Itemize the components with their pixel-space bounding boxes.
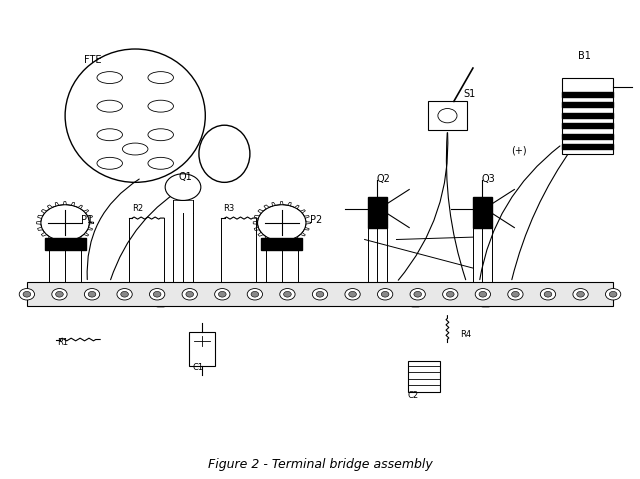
Circle shape	[165, 174, 201, 200]
Circle shape	[23, 291, 31, 297]
Circle shape	[609, 291, 617, 297]
Circle shape	[447, 291, 454, 297]
Text: C1: C1	[193, 364, 204, 373]
Ellipse shape	[122, 143, 148, 155]
Circle shape	[218, 291, 226, 297]
Ellipse shape	[97, 72, 122, 83]
Bar	[408, 361, 440, 392]
Circle shape	[378, 288, 393, 300]
Circle shape	[84, 288, 100, 300]
Bar	[562, 78, 613, 154]
Text: FTE: FTE	[84, 55, 102, 65]
Circle shape	[280, 288, 295, 300]
Circle shape	[214, 288, 230, 300]
Text: C2: C2	[408, 390, 419, 399]
Text: R1: R1	[58, 338, 68, 347]
Text: Q1: Q1	[179, 172, 192, 182]
Circle shape	[475, 288, 490, 300]
Circle shape	[381, 291, 389, 297]
Circle shape	[443, 288, 458, 300]
Circle shape	[479, 291, 486, 297]
Circle shape	[605, 288, 621, 300]
Ellipse shape	[97, 100, 122, 112]
Circle shape	[52, 288, 67, 300]
Circle shape	[511, 291, 519, 297]
Circle shape	[573, 288, 588, 300]
Circle shape	[56, 291, 63, 297]
Bar	[368, 197, 387, 228]
Circle shape	[345, 288, 360, 300]
Bar	[189, 332, 215, 365]
Circle shape	[19, 288, 35, 300]
Ellipse shape	[199, 125, 250, 182]
Text: R2: R2	[132, 204, 143, 213]
Text: P1: P1	[81, 215, 93, 225]
Ellipse shape	[65, 49, 205, 182]
Bar	[261, 238, 302, 250]
Circle shape	[438, 109, 457, 123]
Circle shape	[349, 291, 356, 297]
Circle shape	[508, 288, 523, 300]
Circle shape	[577, 291, 584, 297]
Bar	[45, 238, 86, 250]
Circle shape	[247, 288, 262, 300]
Circle shape	[316, 291, 324, 297]
Ellipse shape	[97, 158, 122, 169]
Text: Figure 2 - Terminal bridge assembly: Figure 2 - Terminal bridge assembly	[207, 458, 433, 471]
Circle shape	[121, 291, 129, 297]
Circle shape	[150, 288, 165, 300]
Ellipse shape	[148, 158, 173, 169]
Circle shape	[540, 288, 556, 300]
Text: Q3: Q3	[481, 174, 495, 184]
Text: S1: S1	[463, 89, 476, 99]
Text: R4: R4	[460, 330, 471, 339]
Ellipse shape	[97, 129, 122, 141]
Circle shape	[186, 291, 193, 297]
Ellipse shape	[148, 100, 173, 112]
Bar	[428, 102, 467, 130]
Ellipse shape	[148, 129, 173, 141]
Circle shape	[117, 288, 132, 300]
Circle shape	[251, 291, 259, 297]
Text: Q2: Q2	[376, 174, 390, 184]
Circle shape	[284, 291, 291, 297]
Circle shape	[154, 291, 161, 297]
Circle shape	[414, 291, 422, 297]
Circle shape	[312, 288, 328, 300]
Circle shape	[544, 291, 552, 297]
Circle shape	[182, 288, 197, 300]
Text: B1: B1	[578, 51, 591, 60]
Bar	[473, 197, 492, 228]
Ellipse shape	[148, 72, 173, 83]
Bar	[27, 282, 613, 306]
Circle shape	[88, 291, 96, 297]
Circle shape	[410, 288, 426, 300]
Text: (+): (+)	[511, 146, 527, 156]
Text: R3: R3	[223, 204, 234, 213]
Text: P2: P2	[310, 215, 323, 225]
